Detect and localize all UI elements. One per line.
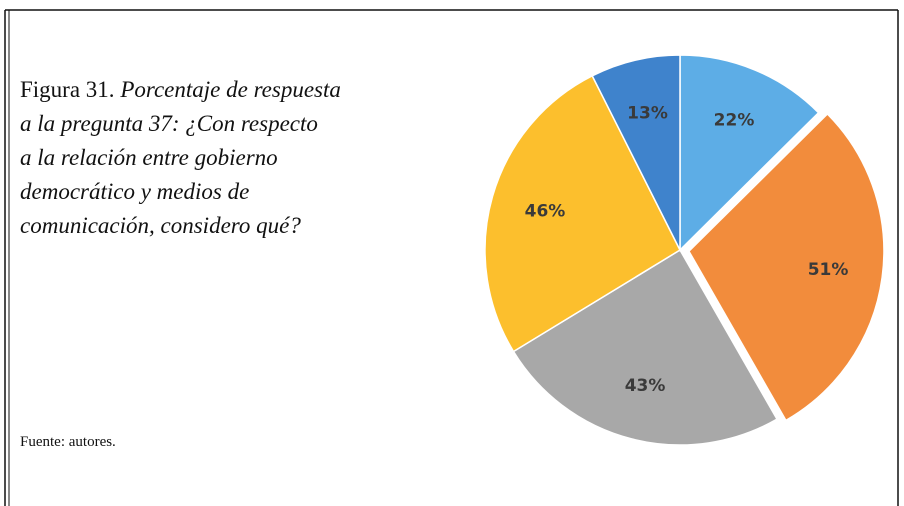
caption-line: democrático y medios de bbox=[20, 179, 249, 204]
data-label: 51% bbox=[808, 260, 849, 280]
pie-slice bbox=[512, 248, 779, 446]
pie-slice bbox=[687, 112, 885, 422]
pie-slice bbox=[484, 74, 681, 353]
pie-slice bbox=[679, 54, 820, 252]
data-label: 46% bbox=[525, 201, 566, 221]
caption-line: a la relación entre gobierno bbox=[20, 145, 278, 170]
caption-label: Figura 31. bbox=[20, 77, 115, 102]
data-label: 13% bbox=[627, 103, 668, 123]
data-label: 22% bbox=[714, 110, 755, 130]
source: Fuente: autores. bbox=[20, 434, 116, 450]
caption-line: a la pregunta 37: ¿Con respecto bbox=[20, 111, 318, 136]
data-label: 43% bbox=[625, 376, 666, 396]
caption-line: Porcentaje de respuesta bbox=[119, 77, 341, 102]
pie-slice bbox=[591, 54, 681, 251]
caption-line: comunicación, considero qué? bbox=[20, 213, 301, 238]
caption: Figura 31. Porcentaje de respuesta bbox=[20, 77, 341, 102]
